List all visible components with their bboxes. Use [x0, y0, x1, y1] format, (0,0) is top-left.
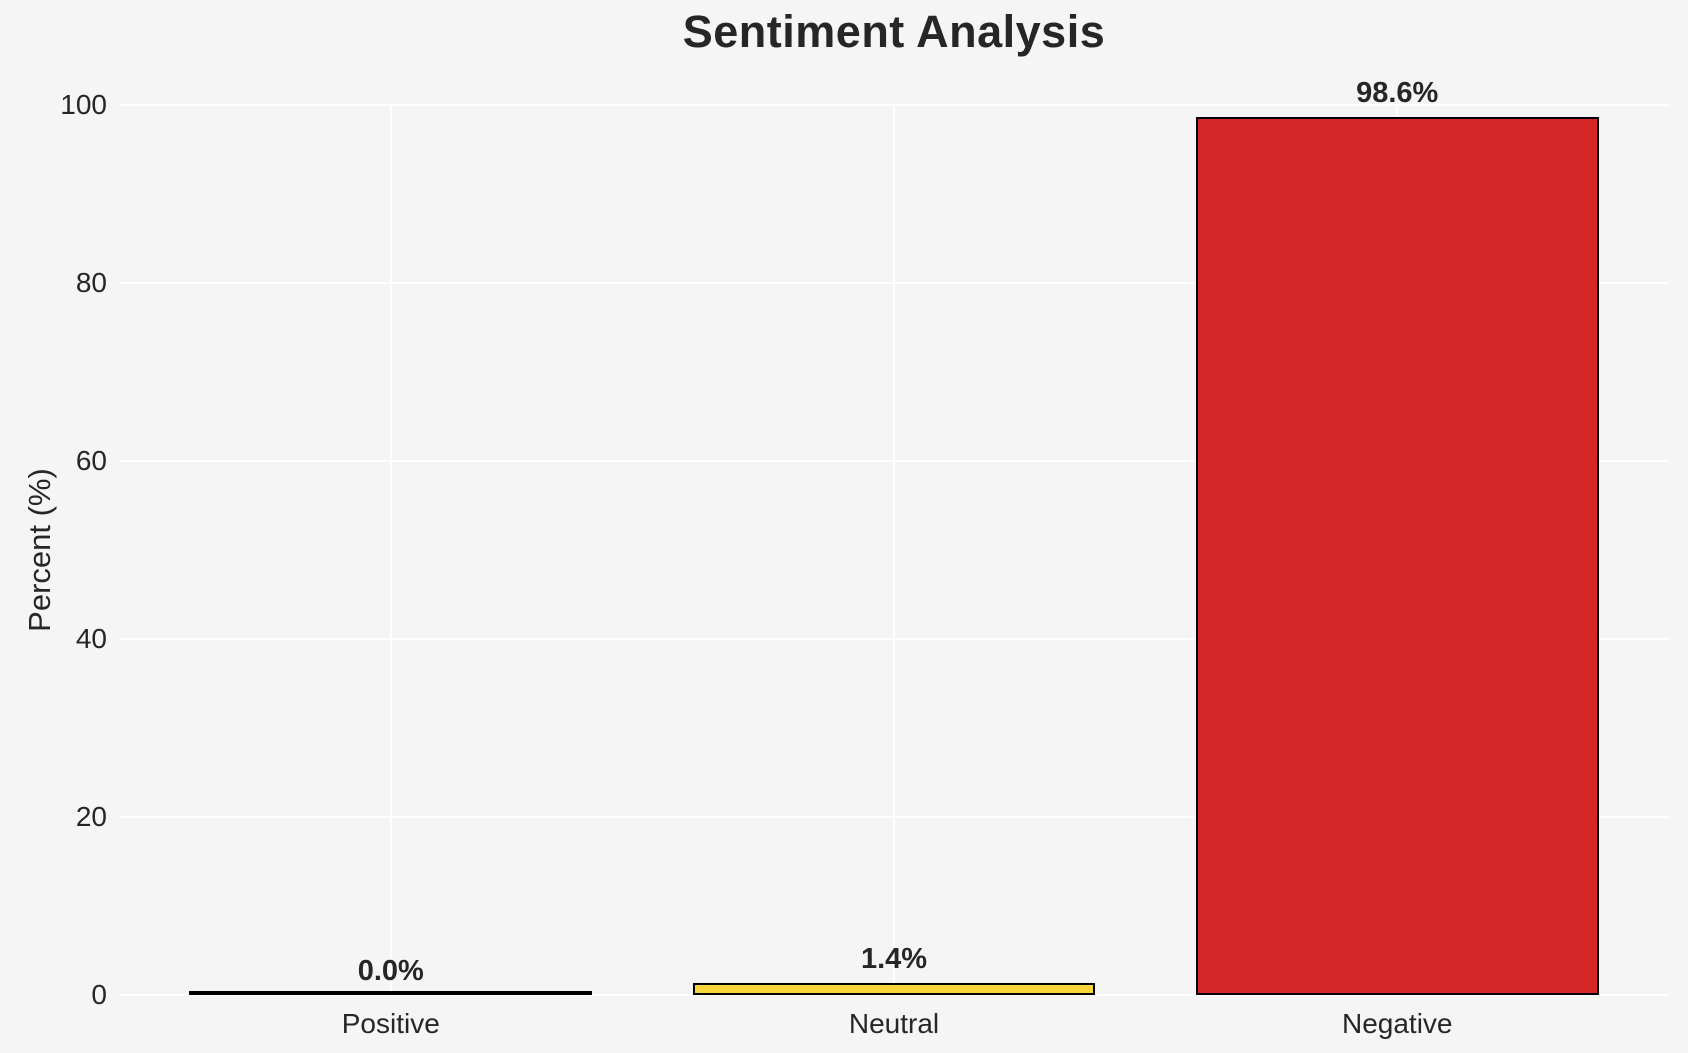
y-tick-label: 60 — [75, 445, 107, 476]
y-tick-label: 80 — [75, 267, 107, 298]
v-gridline — [893, 105, 895, 995]
x-tick-label: Positive — [341, 1008, 440, 1039]
bar-positive — [189, 991, 593, 995]
v-gridline — [389, 105, 392, 995]
bar-negative — [1195, 117, 1599, 995]
x-tick-label: Negative — [1341, 1008, 1453, 1039]
bar-value-label: 1.4% — [860, 942, 928, 975]
plot-area: 0 20 40 60 80 100 0.0% Positive 1.4% Neutral 98.6%… — [60, 79, 1669, 1038]
bar-value-label: 98.6% — [1356, 77, 1439, 110]
y-tick-label: 100 — [60, 89, 107, 120]
bar-neutral — [692, 982, 1096, 995]
x-tick-label: Neutral — [848, 1008, 940, 1039]
y-tick-label: 0 — [91, 979, 107, 1010]
chart-title: Sentiment Analysis — [682, 6, 1106, 57]
y-tick-label: 40 — [75, 623, 107, 654]
y-tick-label: 20 — [75, 801, 107, 832]
y-axis-label: Percent (%) — [22, 468, 57, 632]
h-gridline — [119, 994, 1669, 996]
bar-value-label: 0.0% — [357, 955, 424, 987]
